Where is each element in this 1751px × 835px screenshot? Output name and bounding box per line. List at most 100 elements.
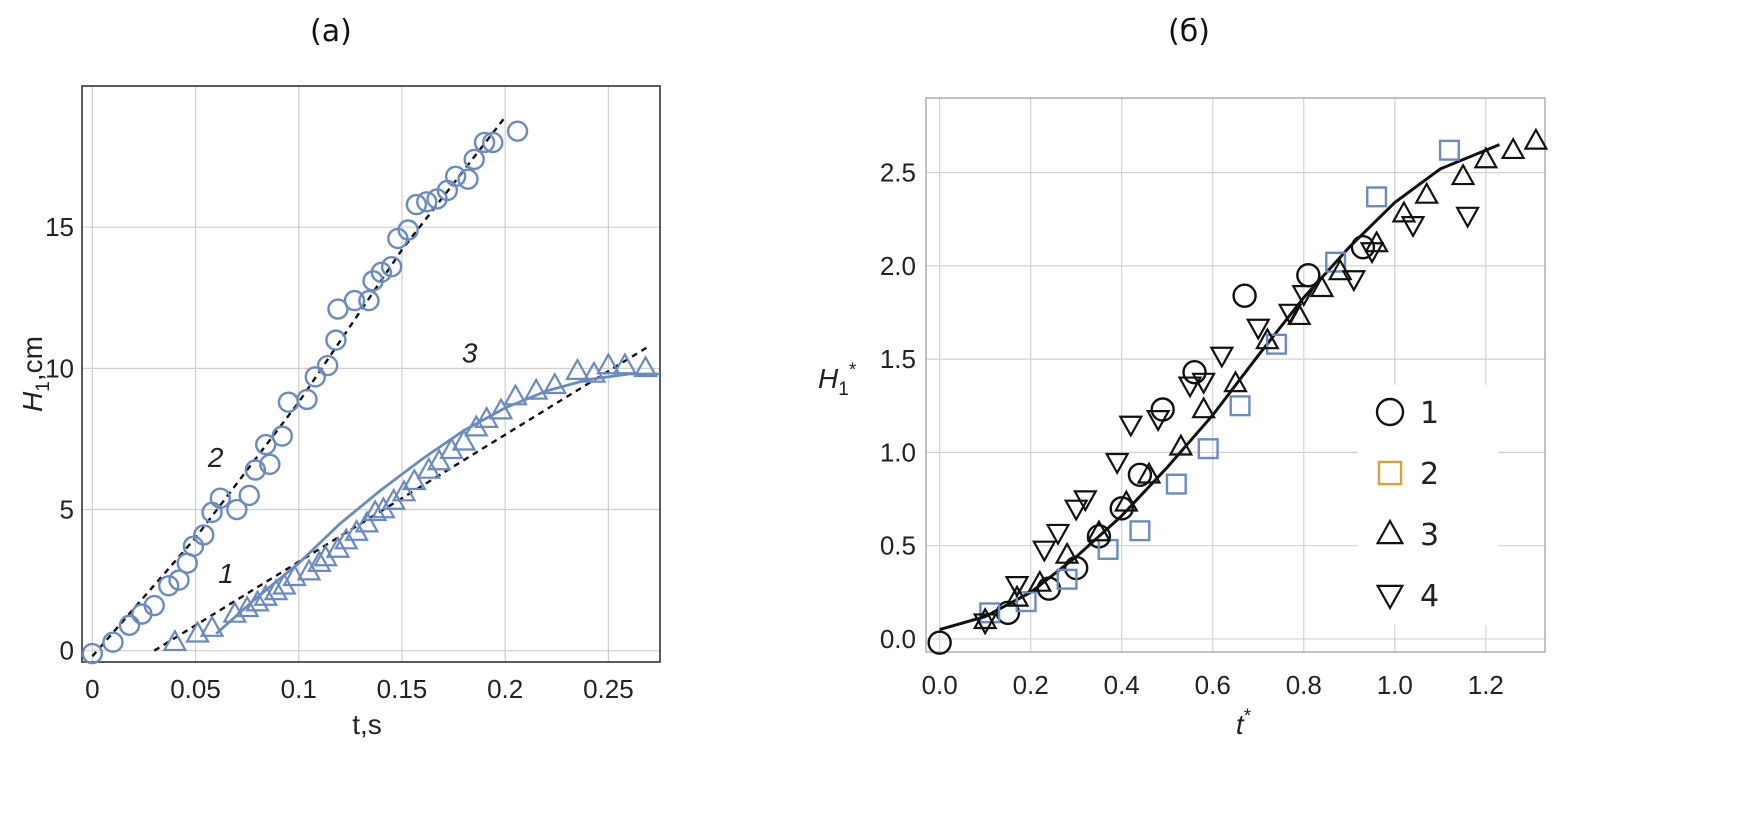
data-point-series-2 — [979, 602, 1001, 624]
data-point-series-2 — [1325, 251, 1347, 273]
data-point — [271, 425, 293, 447]
data-point-series-4 — [1063, 499, 1089, 522]
data-point-series-1 — [1296, 263, 1321, 288]
data-point-series-4 — [1341, 270, 1367, 293]
data-point — [370, 261, 393, 284]
data-point-series-4 — [1191, 372, 1216, 395]
data-point — [416, 191, 438, 213]
x-tick-label: 0.2 — [1013, 670, 1049, 700]
data-point — [482, 131, 504, 154]
data-point — [238, 484, 260, 507]
y-tick-label: 1.0 — [880, 437, 916, 467]
data-point-series-3 — [1004, 584, 1030, 607]
data-point-series-4 — [1209, 346, 1235, 369]
panel-b-title: (б) — [1168, 14, 1210, 49]
data-point — [473, 131, 496, 154]
x-axis-label: t* — [1236, 706, 1252, 740]
data-point-series-4 — [1118, 415, 1144, 438]
data-point — [307, 549, 332, 572]
data-point — [457, 168, 479, 190]
data-point — [325, 329, 347, 351]
y-axis-label: H1* — [818, 360, 857, 400]
data-point-series-3 — [1523, 127, 1549, 150]
data-point-series-4 — [972, 613, 998, 636]
data-point — [327, 298, 349, 320]
y-tick-label: 10 — [45, 353, 74, 383]
data-point — [391, 479, 417, 502]
curve-label-2: 2 — [207, 442, 224, 473]
data-point-series-3 — [1255, 327, 1280, 350]
data-point-series-3 — [1500, 136, 1526, 160]
data-point — [488, 397, 514, 420]
data-point — [565, 357, 590, 380]
x-tick-label: 0.15 — [377, 674, 428, 704]
data-point-series-1 — [927, 630, 952, 655]
data-point-series-2 — [1229, 395, 1251, 417]
data-point-series-3 — [1086, 519, 1112, 542]
curve-label-3: 3 — [462, 338, 478, 369]
data-point-series-3 — [1414, 181, 1439, 204]
x-axis-label-sup: * — [1244, 706, 1252, 727]
data-point-series-1 — [1127, 462, 1153, 487]
data-point-series-4 — [1032, 540, 1057, 563]
data-point-series-3 — [1136, 461, 1162, 484]
legend-marker-1 — [1375, 397, 1405, 427]
data-point — [343, 289, 366, 312]
panel-a-title: (а) — [310, 14, 352, 49]
y-axis-label-sub: 1 — [838, 379, 849, 400]
y-tick-label: 5 — [60, 495, 74, 525]
x-tick-label: 0 — [85, 674, 99, 704]
data-point-series-2 — [1265, 333, 1288, 355]
y-tick-label: 0 — [60, 636, 74, 666]
data-point-series-4 — [1455, 206, 1480, 229]
y-tick-label: 2.0 — [880, 251, 916, 281]
x-tick-label: 0.4 — [1104, 670, 1140, 700]
data-point — [463, 148, 485, 171]
data-point-series-2 — [1366, 186, 1388, 208]
data-point-series-4 — [1104, 452, 1130, 475]
x-axis-label: t,s — [352, 709, 382, 740]
data-point-series-3 — [1168, 433, 1194, 456]
data-point-series-4 — [1045, 523, 1071, 546]
data-point-series-3 — [1327, 258, 1353, 281]
data-point-series-3 — [1473, 146, 1499, 169]
data-point — [633, 355, 658, 378]
data-point-series-3 — [1223, 370, 1248, 393]
data-point-series-2 — [1129, 520, 1151, 542]
data-point — [397, 219, 419, 241]
curve-label-1: 1 — [218, 558, 234, 589]
data-point — [143, 594, 165, 617]
y-axis-label-main: H — [17, 391, 48, 412]
x-tick-label: 1.0 — [1377, 670, 1413, 700]
data-point-series-4 — [1072, 490, 1098, 513]
data-point-series-2 — [1056, 568, 1078, 590]
data-point — [362, 499, 388, 522]
data-point — [426, 448, 452, 471]
x-axis-label-main: t — [1236, 709, 1245, 740]
chart-b: 0.0 0.2 0.4 0.6 0.8 1.0 1.2 0.0 0.5 1.0 1.5 2.0 2.5 1… — [818, 97, 1549, 740]
data-point-series-4 — [1400, 216, 1426, 239]
data-point-series-4 — [1177, 376, 1203, 399]
data-point — [380, 256, 403, 278]
data-point-series-4 — [1004, 576, 1030, 599]
data-point — [523, 377, 549, 400]
data-point — [503, 383, 528, 406]
data-point — [358, 289, 380, 312]
data-point-series-2 — [1015, 591, 1037, 613]
data-point-series-2 — [1438, 139, 1460, 161]
data-point-series-3 — [972, 607, 998, 630]
data-point — [354, 510, 380, 533]
data-point-series-1 — [1232, 283, 1257, 308]
y-tick-label: 15 — [45, 212, 74, 242]
curve-3 — [215, 372, 660, 635]
data-point — [612, 352, 638, 375]
data-point-series-3 — [1364, 230, 1389, 253]
y-tick-label: 0.0 — [880, 624, 916, 654]
legend-marker-3 — [1375, 518, 1405, 545]
x-tick-label: 0.25 — [583, 674, 634, 704]
data-point — [259, 453, 281, 476]
data-point — [201, 501, 223, 524]
data-point-series-3 — [1191, 396, 1216, 419]
data-point — [162, 628, 188, 652]
